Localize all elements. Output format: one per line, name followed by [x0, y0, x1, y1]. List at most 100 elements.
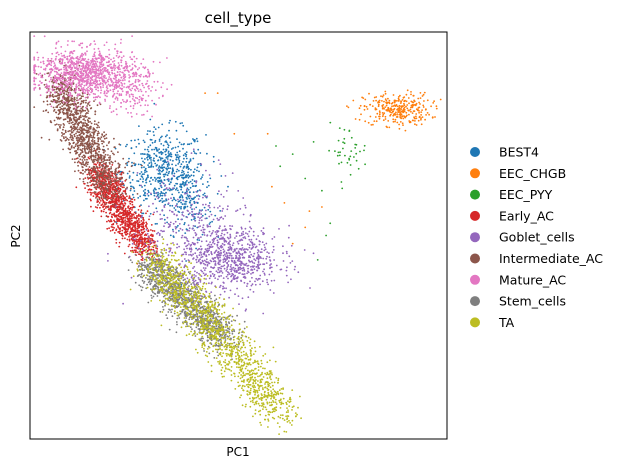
data-point	[91, 84, 94, 87]
data-point	[177, 198, 179, 201]
data-point	[188, 143, 191, 146]
data-point	[229, 233, 232, 236]
data-point	[286, 266, 288, 269]
data-point	[96, 176, 98, 179]
data-point	[191, 203, 193, 206]
data-point	[221, 242, 224, 245]
data-point	[220, 252, 223, 255]
data-point	[135, 242, 138, 245]
data-point	[67, 103, 69, 106]
data-point	[227, 185, 229, 188]
data-point	[146, 148, 149, 151]
data-point	[202, 196, 204, 199]
data-point	[108, 174, 111, 177]
data-point	[82, 64, 85, 67]
data-point	[166, 216, 169, 219]
data-point	[364, 120, 367, 123]
data-point	[192, 225, 195, 227]
data-point	[263, 274, 266, 276]
data-point	[86, 184, 89, 187]
data-point	[186, 229, 189, 232]
data-point	[218, 227, 221, 230]
data-point	[80, 102, 83, 105]
data-point	[236, 259, 239, 262]
data-point	[210, 291, 213, 293]
data-point	[192, 253, 195, 256]
data-point	[76, 130, 79, 133]
data-point	[151, 148, 153, 151]
data-point	[406, 107, 409, 110]
data-point	[147, 191, 150, 194]
data-point	[185, 228, 188, 231]
data-point	[282, 252, 284, 255]
data-point	[168, 170, 171, 173]
data-point	[138, 125, 140, 127]
data-point	[69, 133, 72, 136]
data-point	[233, 261, 236, 264]
data-point	[399, 111, 402, 114]
data-point	[71, 121, 74, 124]
data-point	[222, 207, 224, 210]
data-point	[155, 195, 158, 198]
data-point	[93, 131, 96, 134]
data-point	[112, 196, 114, 199]
data-point	[144, 188, 147, 191]
data-point	[369, 115, 372, 118]
data-point	[225, 240, 228, 243]
data-point	[92, 169, 95, 172]
data-point	[48, 88, 51, 90]
data-point	[231, 267, 233, 270]
data-point	[144, 171, 146, 174]
data-point	[78, 144, 81, 147]
data-point	[245, 232, 247, 235]
data-point	[349, 173, 352, 176]
data-point	[82, 74, 84, 77]
data-point	[99, 181, 102, 184]
data-point	[114, 174, 117, 177]
data-point	[168, 209, 171, 212]
data-point	[117, 162, 120, 165]
data-point	[103, 208, 106, 211]
data-point	[240, 261, 243, 263]
data-point	[191, 214, 194, 217]
data-point	[124, 207, 127, 210]
data-point	[90, 157, 92, 159]
data-point	[55, 123, 58, 126]
data-point	[213, 273, 216, 276]
data-point	[124, 60, 127, 63]
data-point	[112, 182, 115, 185]
data-point	[209, 221, 212, 224]
data-point	[180, 186, 183, 189]
data-point	[210, 266, 213, 269]
data-point	[222, 248, 225, 251]
data-point	[75, 85, 78, 87]
data-point	[124, 229, 127, 232]
data-point	[81, 149, 83, 152]
data-point	[218, 266, 221, 269]
data-point	[253, 268, 256, 271]
data-point	[92, 210, 95, 213]
data-point	[183, 236, 186, 239]
data-point	[88, 172, 91, 175]
data-point	[199, 152, 202, 154]
data-point	[253, 252, 256, 255]
data-point	[117, 208, 120, 211]
data-point	[69, 151, 72, 154]
data-point	[96, 104, 99, 107]
data-point	[166, 163, 169, 166]
data-point	[105, 165, 107, 168]
data-point	[83, 147, 86, 150]
data-point	[97, 169, 99, 172]
data-point	[176, 243, 179, 246]
data-point	[130, 276, 133, 279]
data-point	[136, 229, 139, 232]
data-point	[111, 172, 114, 175]
data-point	[146, 250, 149, 253]
data-point	[248, 230, 251, 233]
data-point	[393, 104, 396, 107]
data-point	[212, 275, 215, 278]
data-point	[93, 123, 96, 125]
data-point	[105, 211, 107, 214]
data-point	[147, 130, 149, 132]
data-point	[140, 258, 143, 261]
